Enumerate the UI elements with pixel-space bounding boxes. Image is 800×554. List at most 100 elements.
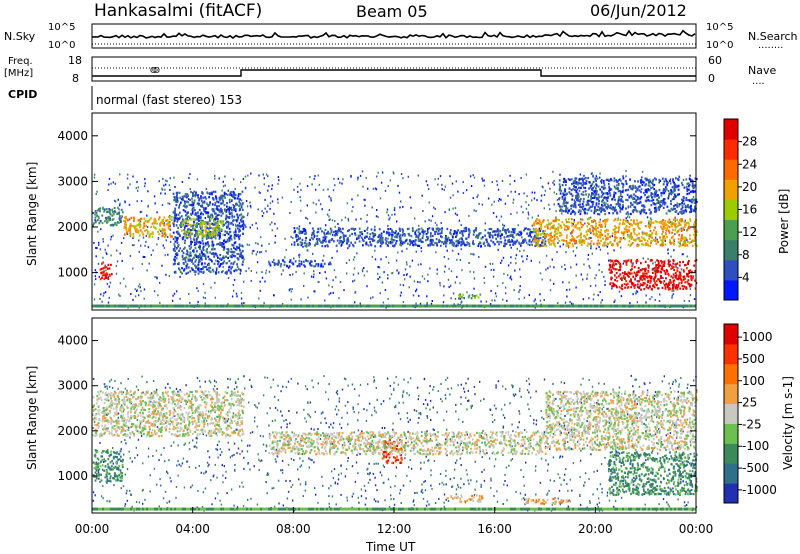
noise-cell (261, 210, 263, 213)
scatter-cell (233, 235, 236, 238)
noise-cell (430, 302, 433, 305)
scatter-cell (595, 193, 597, 196)
noise-cell (255, 242, 257, 245)
noise-cell (318, 183, 321, 186)
noise-cell (399, 283, 402, 286)
scatter-cell (585, 182, 588, 185)
scatter-cell (508, 230, 510, 234)
noise-cell (692, 195, 695, 198)
scatter-cell (268, 263, 271, 266)
noise-cell (549, 208, 551, 211)
noise-cell (254, 186, 256, 189)
ground-band-cell (176, 304, 178, 308)
noise-cell (569, 301, 571, 303)
scatter-cell (684, 208, 687, 211)
noise-cell (528, 204, 530, 206)
ground-band-cell (486, 304, 488, 308)
scatter-cell (457, 241, 459, 244)
scatter-cell (627, 243, 630, 246)
scatter-cell (665, 277, 667, 280)
scatter-cell (623, 227, 626, 231)
ground-band-cell (276, 304, 278, 308)
scatter-cell (460, 236, 463, 239)
noise-cell (408, 286, 410, 289)
scatter-cell (340, 243, 343, 246)
scatter-cell (621, 284, 623, 287)
scatter-cell (576, 222, 579, 225)
scatter-cell (415, 234, 418, 237)
scatter-cell (552, 219, 555, 222)
scatter-cell (190, 254, 192, 257)
scatter-cell (565, 218, 567, 221)
scatter-cell (312, 231, 315, 234)
scatter-cell (609, 271, 612, 274)
noise-cell (152, 249, 154, 252)
noise-cell (196, 178, 199, 181)
noise-cell (640, 191, 642, 194)
noise-cell (618, 178, 620, 181)
scatter-cell (298, 228, 300, 231)
scatter-cell (221, 197, 224, 200)
noise-cell (161, 264, 163, 267)
noise-cell (339, 281, 342, 284)
scatter-cell (289, 259, 292, 262)
scatter-cell (633, 239, 636, 242)
noise-cell (541, 278, 543, 281)
scatter-cell (239, 193, 242, 196)
scatter-cell (139, 229, 142, 232)
scatter-cell (639, 212, 642, 215)
scatter-cell (627, 259, 630, 262)
scatter-cell (197, 272, 200, 275)
noise-cell (370, 297, 372, 300)
scatter-cell (175, 224, 178, 227)
scatter-cell (614, 198, 616, 201)
scatter-cell (223, 193, 226, 196)
noise-cell (601, 299, 603, 302)
noise-cell (403, 274, 405, 276)
scatter-cell (505, 229, 508, 232)
noise-cell (384, 289, 387, 292)
scatter-cell (172, 221, 174, 225)
ground-band-cell (558, 304, 560, 308)
scatter-cell (548, 234, 551, 237)
scatter-cell (633, 227, 636, 230)
scatter-cell (180, 215, 183, 218)
scatter-cell (629, 236, 631, 239)
scatter-cell (546, 232, 549, 236)
scatter-cell (308, 262, 311, 265)
scatter-cell (347, 229, 349, 233)
noise-cell (274, 235, 277, 237)
scatter-cell (488, 227, 491, 231)
scatter-cell (434, 233, 436, 236)
ground-band-cell (338, 304, 340, 308)
ground-band-cell (430, 304, 432, 308)
scatter-cell (638, 185, 641, 188)
scatter-cell (380, 232, 383, 235)
scatter-cell (183, 268, 186, 271)
scatter-cell (217, 256, 219, 259)
scatter-cell (543, 232, 546, 236)
noise-cell (377, 272, 379, 275)
noise-cell (574, 254, 577, 257)
scatter-cell (624, 277, 626, 280)
scatter-cell (114, 222, 116, 225)
scatter-cell (664, 237, 667, 240)
scatter-cell (214, 230, 217, 233)
scatter-cell (204, 221, 207, 224)
scatter-cell (233, 242, 236, 245)
scatter-cell (222, 200, 225, 203)
scatter-cell (659, 244, 662, 247)
scatter-cell (178, 267, 180, 270)
scatter-cell (635, 222, 638, 225)
scatter-cell (654, 269, 657, 272)
ground-band-cell (300, 304, 302, 308)
noise-cell (215, 259, 217, 262)
noise-cell (502, 282, 504, 285)
scatter-cell (566, 221, 568, 224)
scatter-cell (330, 231, 333, 234)
noise-cell (437, 177, 439, 180)
scatter-cell (639, 269, 642, 272)
noise-cell (377, 266, 380, 269)
scatter-cell (199, 260, 201, 263)
noise-cell (412, 294, 415, 297)
